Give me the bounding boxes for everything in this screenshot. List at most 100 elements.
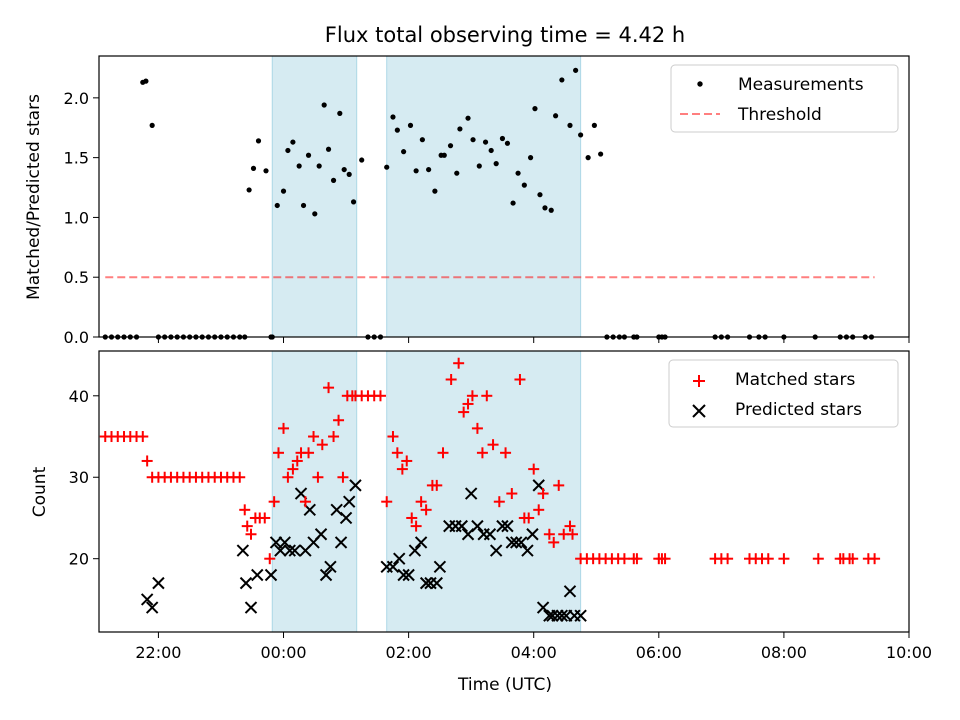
- predicted-star-point: [342, 495, 356, 508]
- measurement-point: [401, 149, 407, 155]
- legend-matched-label: Matched stars: [735, 370, 855, 390]
- predicted-star-stroke: [239, 576, 253, 590]
- predicted-star-stroke: [433, 560, 447, 574]
- matched-star-point: [387, 431, 399, 443]
- measurement-point: [476, 163, 482, 169]
- predicted-star-point: [496, 519, 509, 533]
- bottom-legend: Matched stars Predicted stars: [668, 359, 899, 428]
- matched-star-point: [476, 447, 488, 459]
- matched-star-point: [415, 496, 427, 508]
- matched-star-point: [466, 390, 478, 402]
- matched-star-point: [303, 447, 315, 459]
- predicted-star-stroke: [455, 519, 468, 533]
- predicted-star-stroke: [419, 576, 433, 590]
- predicted-star-stroke: [236, 544, 250, 557]
- predicted-star-point: [264, 568, 278, 582]
- measurement-point: [482, 139, 489, 145]
- predicted-star-stroke: [414, 536, 428, 549]
- matched-star-point: [333, 414, 345, 426]
- predicted-star-stroke: [574, 609, 587, 622]
- predicted-star-stroke: [489, 544, 503, 557]
- predicted-star-point: [509, 536, 523, 549]
- measurement-point: [246, 187, 252, 193]
- top-y-ticks: 0.0 0.5 1.0 1.5 2.0: [64, 89, 99, 347]
- matched-star-point: [299, 496, 311, 508]
- matched-star-point: [533, 504, 545, 516]
- predicted-star-stroke: [334, 536, 348, 549]
- matched-star-point: [528, 463, 540, 475]
- matched-star-point: [506, 488, 518, 500]
- shaded-interval-1: [386, 55, 582, 338]
- matched-star-point: [722, 553, 734, 565]
- x-axis-label: Time (UTC): [457, 675, 552, 695]
- predicted-star-stroke: [386, 560, 400, 574]
- matched-star-point: [431, 479, 443, 491]
- measurement-point: [527, 155, 534, 161]
- bottom-panel: 20 30 40 22:00 00:00 02:00 04:00 06:00 08:00 10:…: [30, 350, 932, 695]
- predicted-star-point: [574, 609, 587, 622]
- measurement-point: [312, 211, 318, 217]
- legend-threshold-label: Threshold: [737, 105, 822, 125]
- measurement-point: [296, 163, 302, 169]
- measurement-point: [337, 110, 343, 116]
- predicted-star-stroke: [244, 601, 258, 614]
- matched-star-point: [537, 488, 549, 500]
- predicted-star-stroke: [294, 487, 308, 500]
- predicted-star-stroke: [563, 585, 577, 598]
- y-tick-label: 1.5: [64, 149, 89, 168]
- measurement-point: [542, 205, 548, 211]
- measurement-point: [390, 114, 396, 120]
- matched-star-point: [337, 471, 349, 483]
- measurement-point: [454, 170, 460, 176]
- measurement-point: [305, 152, 312, 158]
- measurement-point: [321, 102, 327, 108]
- matched-star-point: [462, 398, 474, 410]
- matched-star-point: [445, 374, 457, 386]
- x-tick-label: 10:00: [886, 643, 932, 662]
- matched-star-point: [437, 447, 449, 459]
- predicted-star-stroke: [402, 568, 415, 582]
- predicted-star-stroke: [397, 568, 410, 582]
- measurement-point: [585, 155, 591, 161]
- predicted-star-point: [386, 560, 400, 574]
- matched-star-point: [141, 455, 153, 467]
- y-tick-label: 30: [69, 468, 89, 487]
- predicted-star-stroke: [526, 528, 539, 541]
- predicted-star-stroke: [532, 479, 545, 492]
- predicted-star-point: [244, 601, 258, 614]
- predicted-star-stroke: [471, 519, 484, 533]
- matched-star-point: [137, 431, 149, 443]
- matched-star-point: [259, 512, 271, 524]
- y-tick-label: 2.0: [64, 89, 89, 108]
- predicted-star-point: [433, 560, 447, 574]
- matched-star-point: [453, 357, 465, 369]
- predicted-star-stroke: [509, 536, 523, 549]
- predicted-star-stroke: [251, 568, 264, 582]
- matched-star-point: [548, 536, 560, 548]
- y-tick-label: 40: [69, 387, 89, 406]
- predicted-star-stroke: [483, 528, 497, 541]
- matched-star-point: [566, 528, 578, 540]
- predicted-star-stroke: [140, 593, 154, 606]
- matched-star-point: [234, 471, 246, 483]
- matched-star-point: [241, 520, 253, 532]
- predicted-star-point: [278, 536, 291, 549]
- predicted-star-stroke: [152, 576, 165, 590]
- predicted-star-point: [236, 544, 250, 557]
- measurement-point: [447, 143, 454, 149]
- predicted-star-point: [455, 519, 468, 533]
- predicted-star-point: [430, 576, 443, 590]
- measurement-point: [419, 137, 425, 143]
- predicted-star-point: [145, 601, 159, 614]
- predicted-star-point: [269, 536, 283, 549]
- matched-star-point: [847, 553, 859, 565]
- predicted-star-stroke: [408, 544, 422, 557]
- predicted-star-stroke: [501, 519, 514, 533]
- measurement-point: [341, 166, 347, 173]
- matched-stars-points: [99, 357, 881, 565]
- measurement-point: [432, 188, 438, 194]
- measurement-point: [465, 115, 471, 121]
- shaded-interval-0: [271, 350, 358, 633]
- measurement-point: [553, 113, 559, 119]
- predicted-star-point: [483, 528, 497, 541]
